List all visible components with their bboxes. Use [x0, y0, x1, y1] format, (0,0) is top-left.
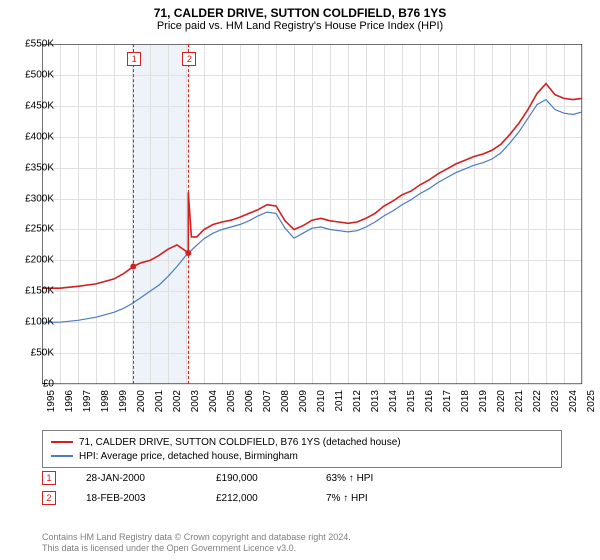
- chart-svg: [42, 44, 582, 384]
- y-axis-label: £500K: [4, 69, 54, 80]
- x-axis-label: 2019: [478, 390, 489, 430]
- x-axis-label: 2012: [352, 390, 363, 430]
- x-axis-label: 2009: [298, 390, 309, 430]
- x-axis-label: 1996: [64, 390, 75, 430]
- x-axis-label: 2020: [496, 390, 507, 430]
- x-axis-label: 2002: [172, 390, 183, 430]
- x-axis-label: 2004: [208, 390, 219, 430]
- y-axis-label: £400K: [4, 131, 54, 142]
- y-axis-label: £150K: [4, 286, 54, 297]
- chart-title: 71, CALDER DRIVE, SUTTON COLDFIELD, B76 …: [0, 0, 600, 20]
- legend-item: HPI: Average price, detached house, Birm…: [51, 449, 553, 463]
- x-axis-label: 2003: [190, 390, 201, 430]
- sale-date: 18-FEB-2003: [86, 493, 186, 504]
- chart-subtitle: Price paid vs. HM Land Registry's House …: [0, 20, 600, 36]
- y-axis-label: £100K: [4, 317, 54, 328]
- sale-badge: 2: [42, 491, 56, 505]
- footer-attribution: Contains HM Land Registry data © Crown c…: [42, 532, 351, 554]
- x-axis-label: 1998: [100, 390, 111, 430]
- x-axis-label: 2011: [334, 390, 345, 430]
- x-axis-label: 2010: [316, 390, 327, 430]
- sale-price: £190,000: [216, 473, 296, 484]
- chart-plot-area: 12: [42, 44, 582, 384]
- sale-marker-line: [133, 44, 134, 384]
- sale-pct: 63% ↑ HPI: [326, 473, 406, 484]
- gridline-x: [582, 44, 583, 384]
- legend-swatch: [51, 441, 73, 443]
- x-axis-label: 2014: [388, 390, 399, 430]
- legend-box: 71, CALDER DRIVE, SUTTON COLDFIELD, B76 …: [42, 430, 562, 468]
- y-axis-label: £0: [4, 379, 54, 390]
- y-axis-label: £350K: [4, 162, 54, 173]
- legend-label: HPI: Average price, detached house, Birm…: [79, 451, 298, 462]
- x-axis-label: 2006: [244, 390, 255, 430]
- footer-line-1: Contains HM Land Registry data © Crown c…: [42, 532, 351, 543]
- y-axis-label: £50K: [4, 348, 54, 359]
- series-line: [42, 84, 582, 289]
- x-axis-label: 2013: [370, 390, 381, 430]
- sale-row: 1 28-JAN-2000 £190,000 63% ↑ HPI: [42, 468, 436, 488]
- sale-pct: 7% ↑ HPI: [326, 493, 406, 504]
- x-axis-label: 2025: [586, 390, 597, 430]
- y-axis-label: £250K: [4, 224, 54, 235]
- legend-label: 71, CALDER DRIVE, SUTTON COLDFIELD, B76 …: [79, 437, 401, 448]
- x-axis-label: 2016: [424, 390, 435, 430]
- series-line: [42, 100, 582, 323]
- x-axis-label: 1995: [46, 390, 57, 430]
- x-axis-label: 2015: [406, 390, 417, 430]
- legend-item: 71, CALDER DRIVE, SUTTON COLDFIELD, B76 …: [51, 435, 553, 449]
- sale-marker-badge: 1: [127, 52, 141, 66]
- y-axis-label: £300K: [4, 193, 54, 204]
- sale-marker-badge: 2: [182, 52, 196, 66]
- x-axis-label: 2017: [442, 390, 453, 430]
- x-axis-label: 2001: [154, 390, 165, 430]
- sale-date: 28-JAN-2000: [86, 473, 186, 484]
- x-axis-label: 2023: [550, 390, 561, 430]
- x-axis-label: 2021: [514, 390, 525, 430]
- y-axis-label: £200K: [4, 255, 54, 266]
- sale-badge: 1: [42, 471, 56, 485]
- x-axis-label: 2008: [280, 390, 291, 430]
- sales-table: 1 28-JAN-2000 £190,000 63% ↑ HPI 2 18-FEB-200…: [42, 468, 436, 508]
- x-axis-label: 2022: [532, 390, 543, 430]
- x-axis-label: 1999: [118, 390, 129, 430]
- x-axis-label: 2007: [262, 390, 273, 430]
- legend-swatch: [51, 455, 73, 457]
- footer-line-2: This data is licensed under the Open Gov…: [42, 543, 351, 554]
- x-axis-label: 2018: [460, 390, 471, 430]
- x-axis-label: 2024: [568, 390, 579, 430]
- x-axis-label: 1997: [82, 390, 93, 430]
- sale-marker-line: [188, 44, 189, 384]
- x-axis-label: 2005: [226, 390, 237, 430]
- gridline-y: [42, 384, 582, 385]
- y-axis-label: £550K: [4, 39, 54, 50]
- x-axis-label: 2000: [136, 390, 147, 430]
- y-axis-label: £450K: [4, 100, 54, 111]
- sale-price: £212,000: [216, 493, 296, 504]
- sale-row: 2 18-FEB-2003 £212,000 7% ↑ HPI: [42, 488, 436, 508]
